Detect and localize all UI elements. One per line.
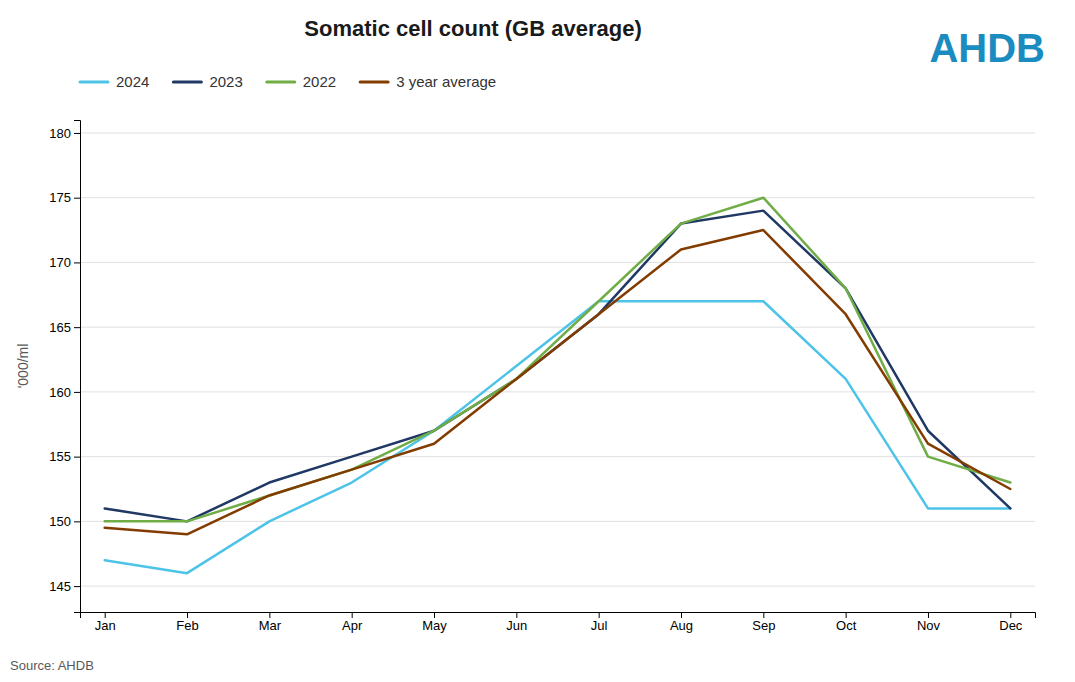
x-tick: Mar — [259, 612, 282, 633]
tick-mark — [74, 392, 80, 393]
legend-swatch — [173, 81, 201, 84]
x-axis: Jan Feb Mar Apr May Jun Jul Aug Sep Oct Nov Dec — [81, 612, 1036, 633]
grid-line — [80, 521, 1035, 522]
legend-label: 2024 — [116, 73, 149, 90]
chart: Somatic cell count (GB average) 145 150 155… — [0, 0, 1075, 682]
tick-mark — [763, 612, 764, 618]
legend-label: 2023 — [209, 73, 242, 90]
tick-mark — [434, 612, 435, 618]
grid-line — [80, 132, 1035, 133]
legend-label: 2022 — [303, 73, 336, 90]
grid-line — [80, 456, 1035, 457]
tick-label: Oct — [836, 618, 857, 633]
x-tick: Aug — [670, 612, 693, 633]
x-tick: May — [422, 612, 447, 633]
series-line — [105, 230, 1011, 534]
y-tick: 155 — [49, 449, 80, 464]
tick-mark — [269, 612, 270, 618]
tick-mark — [74, 586, 80, 587]
chart-title: Somatic cell count (GB average) — [304, 16, 641, 41]
tick-mark — [187, 612, 188, 618]
y-axis: 145 150 155 160 165 170 175 180 — [49, 121, 80, 613]
x-tick: Dec — [999, 612, 1023, 633]
x-tick: Oct — [836, 612, 857, 633]
series-line — [105, 211, 1011, 522]
legend-swatch — [360, 81, 388, 84]
grid-line — [80, 586, 1035, 587]
tick-label: 160 — [49, 385, 71, 400]
tick-mark — [681, 612, 682, 618]
tick-label: Apr — [342, 618, 363, 633]
source-note: Source: AHDB — [10, 658, 94, 673]
y-tick: 150 — [49, 514, 80, 529]
tick-mark — [74, 327, 80, 328]
tick-mark — [928, 612, 929, 618]
tick-label: Feb — [176, 618, 198, 633]
series-line — [105, 301, 1011, 573]
tick-mark — [74, 198, 80, 199]
grid-line — [80, 391, 1035, 392]
tick-label: May — [422, 618, 447, 633]
x-tick: Jun — [506, 612, 527, 633]
tick-label: Jun — [506, 618, 527, 633]
tick-label: Nov — [917, 618, 941, 633]
legend-item: 2023 — [173, 73, 242, 90]
legend-label: 3 year average — [396, 73, 496, 90]
tick-mark — [74, 133, 80, 134]
tick-mark — [599, 612, 600, 618]
y-tick: 165 — [49, 320, 80, 335]
tick-label: 165 — [49, 320, 71, 335]
tick-mark — [74, 521, 80, 522]
y-tick: 180 — [49, 126, 80, 141]
y-tick: 145 — [49, 579, 80, 594]
legend-item: 3 year average — [360, 73, 496, 90]
y-tick: 160 — [49, 385, 80, 400]
tick-mark — [516, 612, 517, 618]
grid-line — [80, 197, 1035, 198]
axis-domain — [74, 121, 81, 613]
x-tick: Jan — [95, 612, 116, 633]
legend-item: 2024 — [80, 73, 149, 90]
tick-label: 145 — [49, 579, 71, 594]
grid — [80, 133, 1035, 586]
tick-label: Jan — [95, 618, 116, 633]
plot-area: 145150155160165170175180JanFebMarAprMayJ… — [15, 121, 1036, 634]
tick-label: 170 — [49, 255, 71, 270]
tick-mark — [846, 612, 847, 618]
tick-label: 180 — [49, 126, 71, 141]
y-axis-label: '000/ml — [15, 344, 31, 389]
x-tick: Apr — [342, 612, 363, 633]
tick-mark — [74, 457, 80, 458]
tick-mark — [1010, 612, 1011, 618]
tick-label: 150 — [49, 514, 71, 529]
x-tick: Nov — [917, 612, 941, 633]
x-tick: Feb — [176, 612, 198, 633]
tick-mark — [105, 612, 106, 618]
legend: 2024 2023 2022 3 year average — [80, 73, 496, 90]
lines — [105, 198, 1011, 573]
tick-label: 155 — [49, 449, 71, 464]
tick-label: Sep — [752, 618, 775, 633]
tick-label: Aug — [670, 618, 693, 633]
legend-swatch — [267, 81, 295, 84]
tick-label: Jul — [591, 618, 608, 633]
y-tick: 170 — [49, 255, 80, 270]
grid-line — [80, 327, 1035, 328]
tick-label: 175 — [49, 190, 71, 205]
tick-label: Dec — [999, 618, 1023, 633]
tick-mark — [74, 262, 80, 263]
tick-mark — [352, 612, 353, 618]
legend-item: 2022 — [267, 73, 336, 90]
axis-domain — [81, 613, 1036, 619]
x-tick: Jul — [591, 612, 608, 633]
y-tick: 175 — [49, 190, 80, 205]
grid-line — [80, 262, 1035, 263]
logo-text: AHDB — [929, 26, 1045, 70]
legend-swatch — [80, 81, 108, 84]
tick-label: Mar — [259, 618, 282, 633]
x-tick: Sep — [752, 612, 775, 633]
